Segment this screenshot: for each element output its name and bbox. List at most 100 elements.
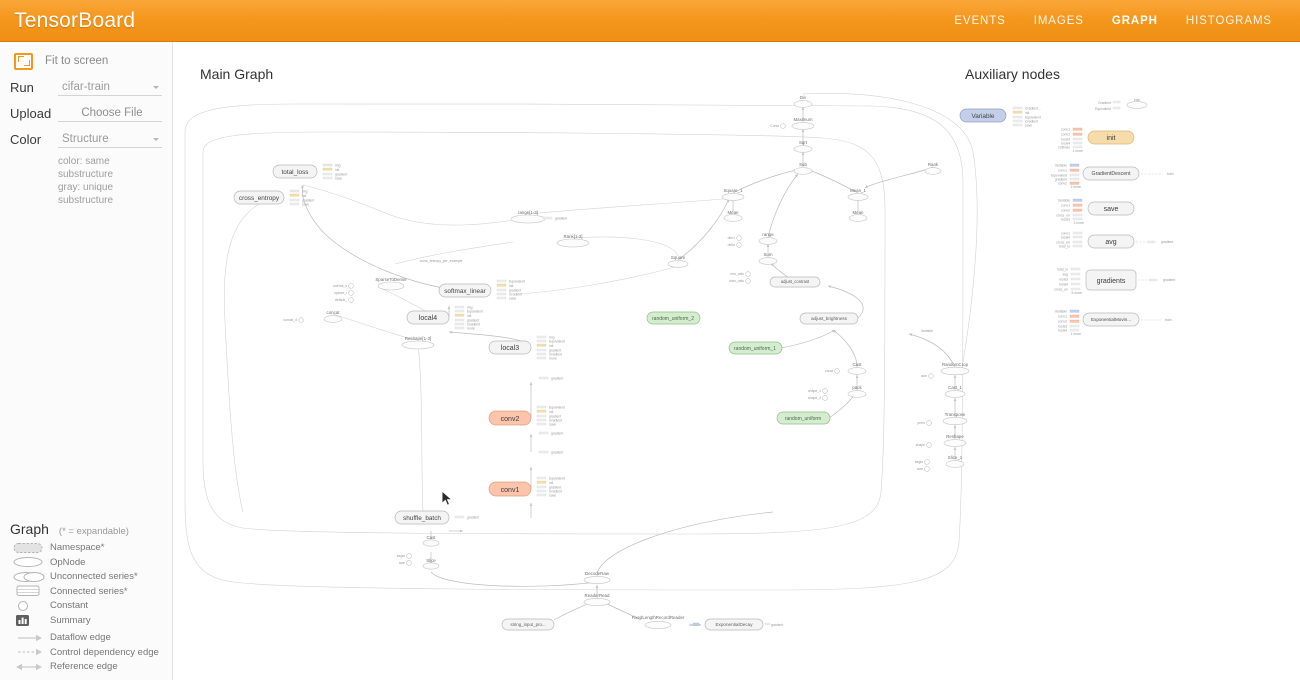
color-note-same: color: same substructure [58,156,114,180]
op-nodes[interactable]: range[1-3] Rank[1-2] SparseToDense cross… [323,95,970,629]
legend-label: Control dependency edge [50,646,159,658]
aux-node-avg[interactable]: avg [1087,234,1135,249]
nav-tab-images[interactable]: IMAGES [1033,14,1084,27]
svg-text:Cast_1: Cast_1 [948,385,962,390]
op-node: Sqrt [793,140,813,153]
op-node: Transpose [942,412,968,425]
svg-text:more: more [467,326,475,330]
upload-row: Upload Choose File [0,100,172,126]
svg-text:Div: Div [800,95,807,100]
svg-text:min_valu: min_valu [730,272,744,276]
svg-text:Reshape: Reshape [946,434,964,439]
namespace-node-string-input-producer[interactable]: string_input_pro... [501,618,555,631]
svg-text:random_uniform_2: random_uniform_2 [652,316,694,322]
svg-text:shape: shape [916,443,925,447]
aux-node-gradients[interactable]: gradients [1085,269,1137,291]
namespace-node-adjust-brightness[interactable]: adjust_brightness [799,312,859,325]
graph-canvas[interactable]: Main Graph Auxiliary nodes [173,42,1300,680]
color-select[interactable]: Structure [58,131,162,148]
svg-text:Rank: Rank [928,162,939,167]
svg-text:conv1: conv1 [1061,127,1070,131]
svg-text:train: train [1165,318,1172,322]
svg-text:SparseToDense: SparseToDense [375,277,407,282]
namespace-nodes[interactable]: total_loss cross_entropy softmax_linear … [233,164,859,631]
choose-file-button[interactable]: Choose File [58,105,162,122]
svg-text:GradientDescent: GradientDescent [1092,171,1131,177]
constant-node [348,283,354,289]
aux-node-variable[interactable]: Variable [959,108,1007,123]
svg-text:random_uniform: random_uniform [785,416,821,422]
namespace-node-adjust-contrast[interactable]: adjust_contrast [769,276,821,288]
namespace-node-total-loss[interactable]: total_loss [272,164,318,179]
svg-text:init: init [549,410,553,414]
svg-text:more: more [549,356,557,360]
constant-nodes[interactable] [298,123,934,566]
upload-label: Upload [10,105,52,121]
namespace-node-random-uniform-1[interactable]: random_uniform_1 [728,341,783,355]
control-sidebar: Fit to screen Run cifar-train Upload Cho… [0,42,173,680]
namespace-node-random-uniform-2[interactable]: random_uniform_2 [646,311,701,325]
namespace-node-local3[interactable]: local3 [488,340,532,355]
svg-text:Transpose: Transpose [945,412,966,417]
svg-text:conv2: conv2 [1058,319,1067,323]
svg-text:Variable: Variable [972,113,995,120]
svg-text:Variable: Variable [1055,309,1067,313]
constant-node [745,271,751,277]
nav-tab-events[interactable]: EVENTS [954,14,1006,27]
svg-text:save: save [549,422,556,426]
connected-series-icon [8,585,50,597]
svg-text:softmax_linear: softmax_linear [444,288,486,295]
legend-label: Namespace* [50,542,105,554]
svg-text:local3: local3 [1059,277,1068,281]
namespace-node-cross-entropy[interactable]: cross_entropy [233,190,285,205]
op-node: Square [667,255,689,268]
color-selected-value: Structure [62,132,109,145]
svg-text:init: init [1025,111,1029,115]
namespace-node-shuffle-batch[interactable]: shuffle_batch [394,510,450,525]
svg-text:1 more: 1 more [1070,332,1081,336]
namespace-node-random-uniform[interactable]: random_uniform [776,411,831,425]
aux-node-save[interactable]: save [1087,201,1135,216]
constant-node [924,466,930,472]
constant-node [822,395,828,401]
svg-text:avg: avg [1105,239,1116,246]
color-note-unique: gray: unique substructure [58,182,114,206]
namespace-node-conv1[interactable]: conv1 [488,481,532,497]
constant-node [406,560,412,566]
op-node: cross_entropy_per_example [420,259,463,263]
svg-text:cross_entropy: cross_entropy [239,195,280,202]
op-node: range [758,232,778,245]
aux-node-exponential-moving-average[interactable]: ExponentialMovin... [1082,312,1140,327]
svg-text:gradients: gradients [1097,278,1126,285]
constant-node [736,235,742,241]
auxiliary-nodes-group[interactable]: Variable Gradient... init Equivalent Gra… [959,98,1175,336]
run-select[interactable]: cifar-train [58,79,162,96]
namespace-node-conv2[interactable]: conv2 [488,410,532,426]
legend-item-namespace: Namespace* [8,541,165,556]
aux-node-init[interactable]: init [1087,130,1135,145]
svg-text:DecodeRaw: DecodeRaw [585,571,610,576]
namespace-node-exponential-decay[interactable]: ExponentialDecay [704,618,764,631]
aux-node-small-cluster[interactable]: train Gradient Equivalent [1095,98,1148,111]
svg-text:gradient: gradient [467,318,479,322]
svg-text:shape_1: shape_1 [808,389,821,393]
op-node: Maximum [791,117,815,130]
legend-label: Dataflow edge [50,632,111,644]
namespace-node-softmax-linear[interactable]: softmax_linear [438,283,492,298]
graph-svg[interactable]: range[1-3] Rank[1-2] SparseToDense cross… [173,42,1300,680]
op-node: Rank[1-2] [556,234,590,248]
svg-text:avg: avg [1063,272,1069,276]
main-graph-title: Main Graph [200,66,274,82]
legend-label: Unconnected series* [50,571,138,583]
svg-text:conv1: conv1 [1058,168,1067,172]
aux-node-gradient-descent[interactable]: GradientDescent [1082,166,1140,181]
nav-tab-graph[interactable]: GRAPH [1111,14,1158,27]
color-label: Color [10,131,42,147]
namespace-node-local4[interactable]: local4 [406,310,450,325]
run-selected-value: cifar-train [62,80,110,93]
svg-text:img: img [467,305,473,309]
nav-tab-histograms[interactable]: HISTOGRAMS [1185,14,1272,27]
svg-text:const: const [825,369,833,373]
svg-text:conv1: conv1 [1061,203,1070,207]
fit-to-screen-icon[interactable] [14,52,33,70]
